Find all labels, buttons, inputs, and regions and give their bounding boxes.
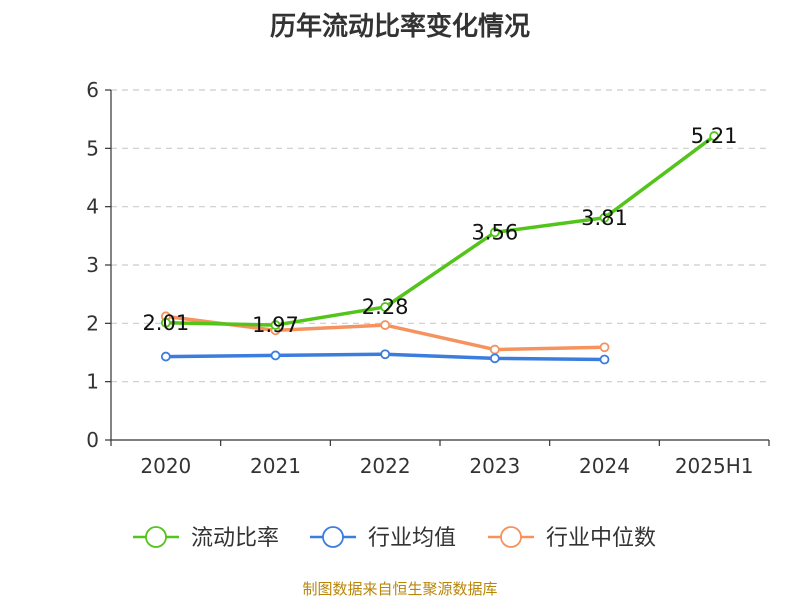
data-point xyxy=(270,350,281,361)
data-point xyxy=(270,320,281,330)
y-tick-label: 2 xyxy=(86,311,99,335)
x-tick-label: 2023 xyxy=(469,454,520,478)
series-industry-mean xyxy=(160,349,610,365)
x-tick-label: 2021 xyxy=(250,454,301,478)
data-point xyxy=(489,344,500,355)
data-point xyxy=(599,354,610,365)
chart-title: 历年流动比率变化情况 xyxy=(269,12,530,42)
legend-item: 行业中位数 xyxy=(488,526,656,551)
legend-label: 行业均值 xyxy=(368,526,456,551)
y-tick-label: 6 xyxy=(86,78,99,102)
y-tick-label: 3 xyxy=(86,253,99,277)
data-point xyxy=(380,302,391,312)
legend-item: 流动比率 xyxy=(133,526,279,551)
data-point xyxy=(489,227,500,238)
data-point xyxy=(599,212,610,223)
data-point xyxy=(709,131,720,141)
y-tick-label: 5 xyxy=(86,136,99,160)
data-label: 3.56 xyxy=(471,220,518,244)
legend-label: 流动比率 xyxy=(191,526,279,551)
legend-swatch-marker xyxy=(500,526,522,548)
data-point xyxy=(160,317,171,328)
x-tick-label: 2024 xyxy=(579,454,630,478)
x-tick-label: 2025H1 xyxy=(675,454,754,478)
y-tick-label: 1 xyxy=(86,370,99,394)
x-tick-label: 2020 xyxy=(140,454,191,478)
legend-swatch-marker xyxy=(322,526,344,548)
data-label: 1.97 xyxy=(252,313,299,337)
data-point xyxy=(380,320,391,330)
data-point xyxy=(160,351,171,362)
data-point xyxy=(489,353,500,364)
series-line xyxy=(165,134,716,327)
data-point xyxy=(380,349,391,360)
legend-item: 行业均值 xyxy=(310,526,456,551)
y-tick-label: 4 xyxy=(86,195,99,219)
legend-label: 行业中位数 xyxy=(546,526,656,551)
data-label: 3.81 xyxy=(581,206,628,230)
data-label: 2.28 xyxy=(362,295,409,319)
data-label: 2.01 xyxy=(142,311,189,335)
y-tick-label: 0 xyxy=(86,428,99,452)
x-tick-label: 2022 xyxy=(360,454,411,478)
legend-swatch-marker xyxy=(145,526,167,548)
source-note: 制图数据来自恒生聚源数据库 xyxy=(302,580,498,598)
data-label: 5.21 xyxy=(691,124,738,148)
series-current-ratio xyxy=(160,131,720,330)
data-point xyxy=(599,342,610,353)
